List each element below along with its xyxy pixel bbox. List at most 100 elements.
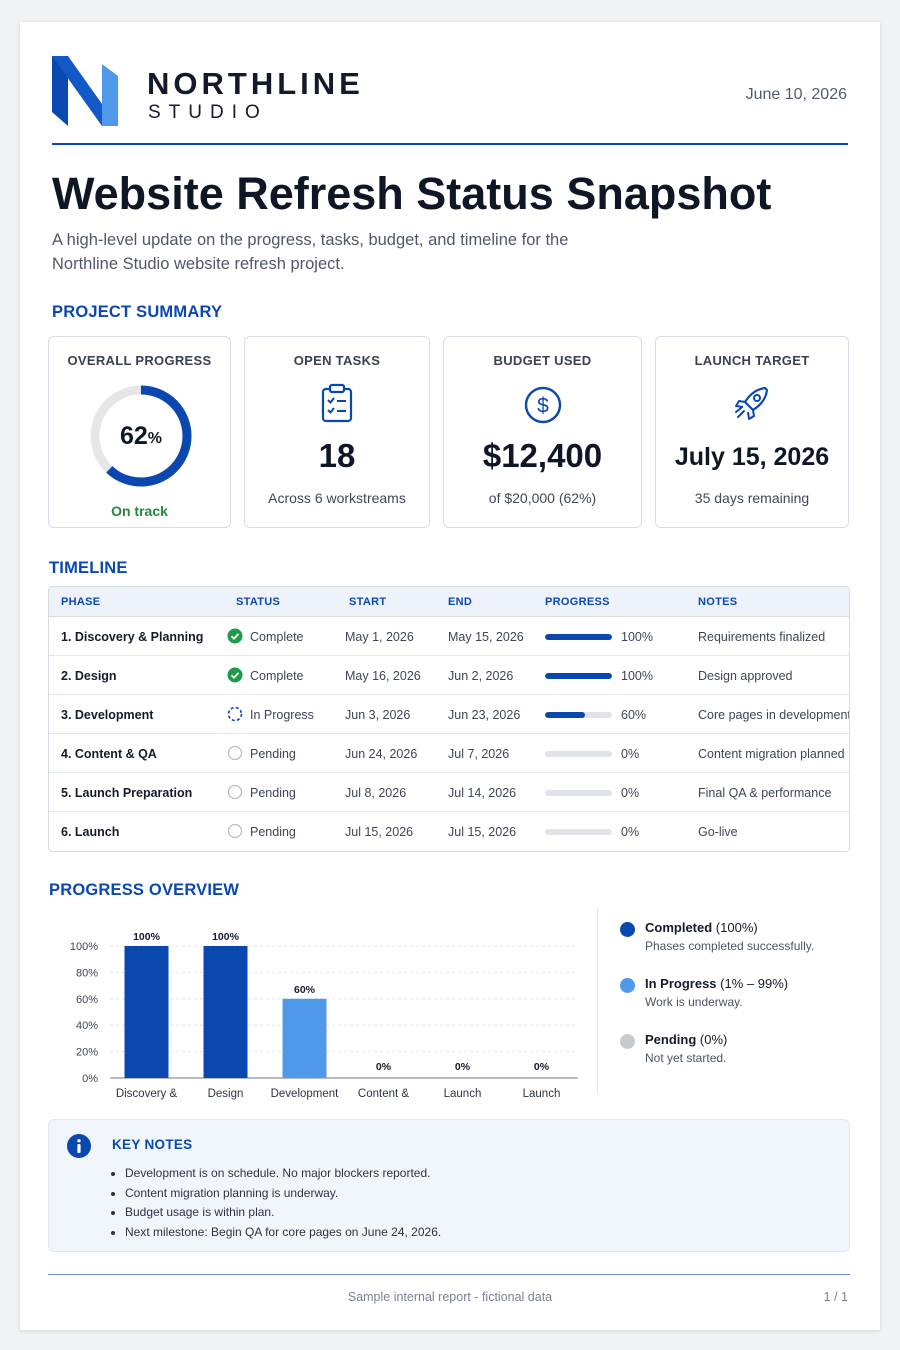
legend-title: In Progress (1% – 99%) — [645, 976, 788, 991]
progress-bar-fill — [545, 712, 586, 718]
cell-notes: Requirements finalized — [698, 630, 826, 644]
chart-bar — [282, 998, 327, 1078]
bar-value-label: 0% — [455, 1061, 471, 1073]
open-tasks-card: OPEN TASKS 18 Across 6 workstreams — [244, 336, 430, 528]
footer-divider — [48, 1274, 850, 1275]
legend-range: (1% – 99%) — [720, 976, 789, 991]
key-note-item: Budget usage is within plan. — [125, 1203, 441, 1223]
cell-progress-label: 0% — [621, 786, 640, 800]
cell-status: Complete — [250, 669, 304, 683]
check-circle-icon — [227, 628, 243, 644]
budget-used-card: BUDGET USED $ $12,400 of $20,000 (62%) — [443, 336, 642, 528]
footer-note: Sample internal report - fictional data — [347, 1290, 553, 1304]
legend-swatch — [620, 922, 635, 937]
cell-start: May 16, 2026 — [345, 669, 421, 683]
pending-circle-icon — [227, 784, 243, 800]
progress-unit: % — [147, 430, 163, 447]
progress-bar — [545, 634, 612, 640]
cell-start: Jul 15, 2026 — [345, 825, 414, 839]
cell-phase: 6. Launch — [61, 825, 120, 839]
y-tick-label: 20% — [76, 1047, 98, 1059]
legend-description: Work is underway. — [645, 995, 743, 1009]
northline-logo-icon — [52, 56, 118, 126]
legend-title-text: Pending — [645, 1032, 697, 1047]
legend-range: (100%) — [715, 920, 758, 935]
legend-swatch — [620, 1034, 635, 1049]
cell-end: Jul 15, 2026 — [448, 825, 517, 839]
legend-description: Phases completed successfully. — [645, 939, 815, 953]
card-label: OVERALL PROGRESS — [67, 353, 212, 368]
bar-value-label: 100% — [133, 931, 161, 943]
bar-value-label: 0% — [376, 1061, 392, 1073]
cell-end: Jun 23, 2026 — [448, 708, 521, 722]
progress-bar-fill — [545, 634, 612, 640]
progress-ring — [90, 385, 192, 487]
clipboard-checklist-icon — [321, 383, 353, 423]
x-tick-label: Launch — [444, 1088, 482, 1100]
in-progress-dashed-circle-icon — [227, 706, 243, 722]
progress-bar — [545, 790, 612, 796]
column-header-end: END — [448, 596, 473, 608]
table-row: 1. Discovery & Planning Complete May 1, 20… — [49, 617, 849, 656]
cell-progress-label: 100% — [621, 669, 653, 683]
y-tick-label: 40% — [76, 1020, 98, 1032]
progress-ring-value: 62 % — [88, 383, 194, 489]
table-row: 5. Launch Preparation Pending Jul 8, 2026 J… — [49, 773, 849, 812]
timeline-table: PHASE STATUS START END PROGRESS NOTES 1.… — [48, 586, 850, 852]
progress-bar — [545, 673, 612, 679]
pending-circle-icon — [227, 745, 243, 761]
overall-progress-card: OVERALL PROGRESS 62 % On track — [48, 336, 231, 528]
cell-notes: Go-live — [698, 825, 738, 839]
key-note-item: Next milestone: Begin QA for core pages … — [125, 1223, 441, 1243]
table-header: PHASE STATUS START END PROGRESS NOTES — [49, 587, 849, 617]
table-row: 4. Content & QA Pending Jun 24, 2026 Jul 7,… — [49, 734, 849, 773]
legend-title: Pending (0%) — [645, 1032, 727, 1047]
legend-title-text: In Progress — [645, 976, 717, 991]
rocket-icon — [735, 386, 769, 420]
cell-notes: Content migration planned — [698, 747, 845, 761]
key-note-item: Development is on schedule. No major blo… — [125, 1164, 441, 1184]
legend-description: Not yet started. — [645, 1051, 727, 1065]
pending-circle-icon — [227, 823, 243, 839]
page-title: Website Refresh Status Snapshot — [52, 168, 772, 219]
y-tick-label: 100% — [70, 941, 98, 953]
section-title-progress-overview: PROGRESS OVERVIEW — [49, 881, 240, 899]
cell-notes: Design approved — [698, 669, 793, 683]
cell-phase: 1. Discovery & Planning — [61, 630, 204, 644]
cell-start: Jul 8, 2026 — [345, 786, 407, 800]
table-row: 6. Launch Pending Jul 15, 2026 Jul 15, 2026… — [49, 812, 849, 851]
open-tasks-value: 18 — [318, 437, 356, 474]
header-divider — [52, 143, 848, 145]
card-label: LAUNCH TARGET — [694, 353, 810, 368]
card-label: BUDGET USED — [493, 353, 592, 368]
legend-swatch — [620, 978, 635, 993]
chart-bar — [203, 946, 248, 1078]
cell-progress-label: 60% — [621, 708, 647, 722]
bar-value-label: 100% — [212, 931, 240, 943]
cell-progress-label: 100% — [621, 630, 653, 644]
progress-bar-chart: 0%20%40%60%80%100%100%Discovery &Plannin… — [70, 931, 578, 1100]
cell-status: In Progress — [250, 708, 314, 722]
bar-value-label: 0% — [534, 1061, 550, 1073]
x-tick-label: Launch — [523, 1088, 561, 1100]
launch-target-value: July 15, 2026 — [674, 443, 830, 471]
column-header-progress: PROGRESS — [545, 596, 610, 608]
progress-bar — [545, 829, 612, 835]
y-tick-label: 0% — [82, 1073, 98, 1085]
cell-status: Complete — [250, 630, 304, 644]
progress-bar-fill — [545, 673, 612, 679]
key-note-item: Content migration planning is underway. — [125, 1184, 441, 1204]
cell-progress-label: 0% — [621, 747, 640, 761]
key-notes-list: Development is on schedule. No major blo… — [125, 1164, 441, 1242]
x-tick-label: Design — [208, 1088, 244, 1100]
x-tick-label: Development — [271, 1088, 340, 1100]
cell-end: Jun 2, 2026 — [448, 669, 514, 683]
cell-start: Jun 24, 2026 — [345, 747, 418, 761]
budget-used-value: $12,400 — [482, 437, 603, 474]
brand-name: NORTHLINE — [147, 66, 364, 101]
cell-status: Pending — [250, 786, 296, 800]
y-tick-label: 60% — [76, 994, 98, 1006]
legend-range: (0%) — [699, 1032, 728, 1047]
cell-status: Pending — [250, 747, 296, 761]
cell-phase: 5. Launch Preparation — [61, 786, 193, 800]
